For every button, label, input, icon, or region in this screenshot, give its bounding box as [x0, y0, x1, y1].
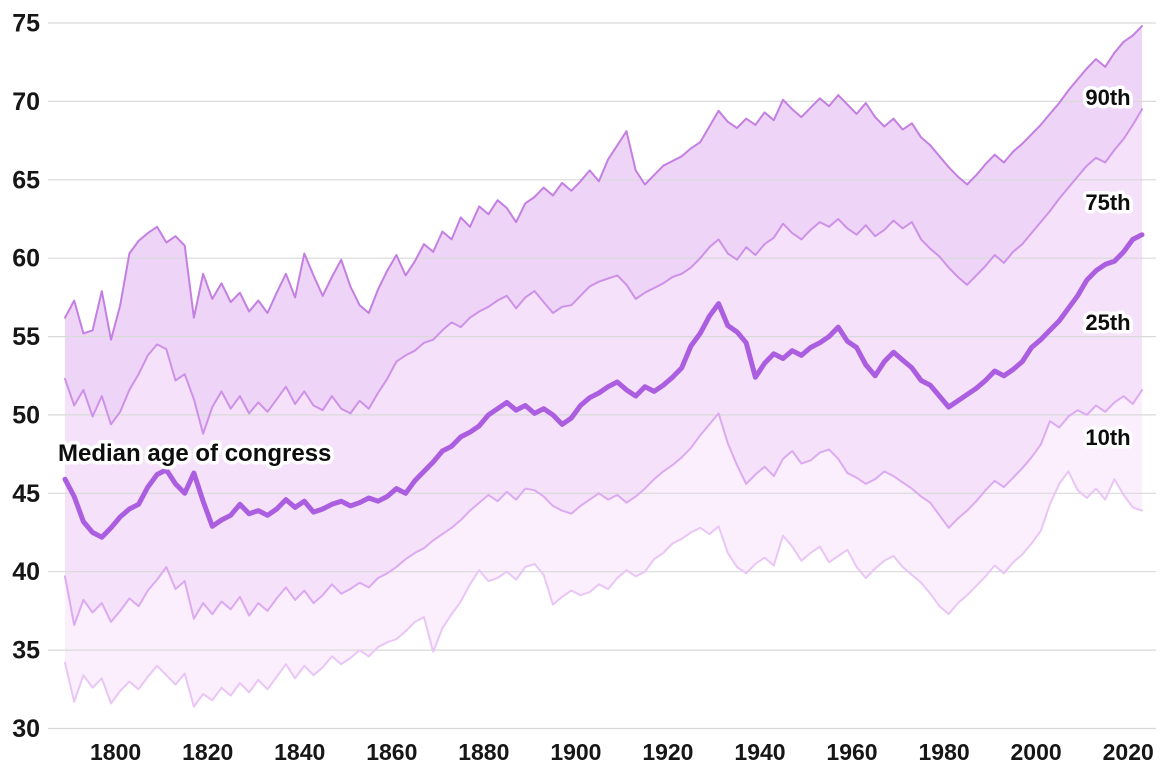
series-line-10th — [64, 470, 1143, 708]
x-axis-label-1960: 1960 — [826, 739, 877, 765]
series-line-90th — [64, 25, 1143, 341]
percentile-label-25th: 25th — [1085, 310, 1130, 335]
y-axis-label-50: 50 — [12, 401, 40, 429]
percentile-label-10th: 10th — [1085, 425, 1130, 450]
y-axis-label-60: 60 — [12, 245, 40, 273]
y-axis-label-40: 40 — [12, 558, 40, 586]
x-axis-label-1800: 1800 — [90, 739, 141, 765]
y-axis-label-70: 70 — [12, 88, 40, 116]
band-75th-25th — [65, 109, 1142, 625]
percentile-label-90th: 90th — [1085, 85, 1130, 110]
band-25th-10th — [65, 389, 1142, 707]
median-line — [62, 232, 1145, 540]
series-line-75th — [64, 108, 1143, 435]
x-axis-label-1940: 1940 — [734, 739, 785, 765]
x-axis-label-1840: 1840 — [274, 739, 325, 765]
x-axis-label-1820: 1820 — [182, 739, 233, 765]
y-axis-label-65: 65 — [12, 166, 40, 194]
band-90th-75th — [65, 26, 1142, 434]
x-axis-label-1920: 1920 — [642, 739, 693, 765]
x-axis-label-2000: 2000 — [1011, 739, 1062, 765]
x-axis-label-1980: 1980 — [919, 739, 970, 765]
y-axis-label-35: 35 — [12, 637, 40, 665]
y-axis-label-75: 75 — [12, 10, 40, 38]
y-axis-label-55: 55 — [12, 323, 40, 351]
percentile-label-75th: 75th — [1085, 190, 1130, 215]
series-line-25th — [64, 388, 1143, 626]
y-axis-label-45: 45 — [12, 480, 40, 508]
x-axis-label-1900: 1900 — [550, 739, 601, 765]
x-axis-label-1880: 1880 — [458, 739, 509, 765]
x-axis-label-1860: 1860 — [366, 739, 417, 765]
median-line-label: Median age of congress — [58, 440, 331, 467]
x-axis-label-2020: 2020 — [1103, 739, 1154, 765]
y-axis-label-30: 30 — [12, 715, 40, 743]
